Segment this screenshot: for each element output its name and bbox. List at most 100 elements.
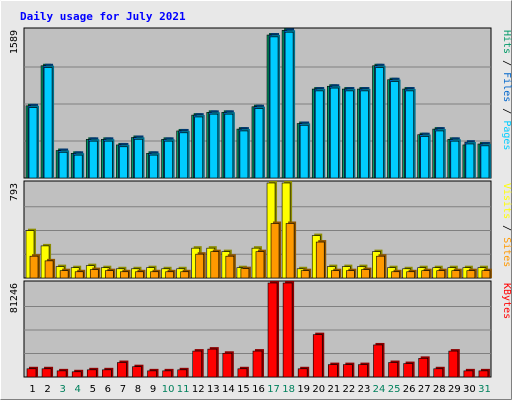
chart-panels: 1589 Hits / Files / Pages 793 Visits / Site… [9,27,512,378]
x-tick-label-day-5: 5 [90,384,96,395]
bar-sites-day-15 [240,268,250,279]
legend-visitors: Visits / Sites [501,183,512,267]
chart-title: Daily usage for July 2021 [20,10,186,23]
x-tick-label-day-1: 1 [29,384,35,395]
bar-kbytes-day-23 [358,364,368,378]
x-tick-label-day-25: 25 [388,384,401,395]
x-tick-label-day-18: 18 [282,384,295,395]
bar-kbytes-day-17 [267,282,278,378]
x-tick-label-day-24: 24 [373,384,386,395]
bar-pages-day-27 [420,136,429,179]
bar-pages-day-7 [119,146,128,179]
bar-pages-day-18 [284,31,294,179]
bar-sites-day-3 [59,270,69,279]
bar-kbytes-day-27 [418,358,428,378]
x-tick-label-day-28: 28 [433,384,446,395]
x-tick-label-day-26: 26 [403,384,416,395]
bar-sites-day-1 [29,255,39,279]
x-tick-label-day-20: 20 [312,384,325,395]
bar-pages-day-8 [134,139,143,179]
legend-item-files: Files [501,72,512,102]
bar-sites-day-20 [315,241,325,279]
x-tick-label-day-21: 21 [327,384,340,395]
legend-kbytes: KBytes [501,283,512,319]
bar-kbytes-day-31 [478,370,489,378]
x-tick-label-day-9: 9 [150,384,156,395]
bar-pages-day-19 [299,125,309,179]
x-tick-label-day-2: 2 [44,384,50,395]
bar-sites-day-7 [120,271,129,279]
legend-item-sites: Sites [501,237,512,267]
bars-kbytes [26,281,490,378]
bar-sites-day-29 [451,270,461,279]
bar-sites-day-28 [436,270,446,279]
x-tick-label-day-31: 31 [478,384,491,395]
bar-kbytes-day-6 [102,369,112,378]
bar-pages-day-28 [435,130,445,179]
bar-pages-day-16 [254,108,264,179]
x-tick-label-day-10: 10 [162,384,175,395]
bar-pages-day-17 [269,36,279,179]
bar-pages-day-3 [58,152,68,179]
x-tick-label-day-3: 3 [59,384,65,395]
bar-sites-day-14 [225,255,235,279]
legend-item-kbytes: KBytes [501,283,512,319]
bar-pages-day-30 [465,143,475,179]
x-tick-label-day-14: 14 [222,384,235,395]
panel-requests: 1589 Hits / Files / Pages [9,27,512,179]
bar-kbytes-day-13 [207,348,218,378]
bar-kbytes-day-2 [41,368,52,378]
bar-kbytes-day-15 [237,368,248,378]
legend-item-hits: Hits [501,30,512,54]
bar-kbytes-day-4 [71,371,82,378]
bar-kbytes-day-24 [373,344,383,378]
bar-kbytes-day-18 [282,282,293,378]
x-tick-label-day-6: 6 [105,384,111,395]
bars-visitors [25,181,492,279]
bar-pages-day-15 [239,130,249,179]
bar-kbytes-day-30 [463,370,474,378]
bar-kbytes-day-20 [312,334,323,378]
x-tick-label-day-8: 8 [135,384,141,395]
bar-pages-day-22 [345,90,354,179]
bar-kbytes-day-16 [252,350,263,378]
bar-pages-day-24 [375,67,384,179]
bar-sites-day-13 [210,251,220,279]
bar-pages-day-12 [194,116,204,179]
bar-sites-day-8 [135,271,144,279]
bar-pages-day-1 [28,107,38,179]
bar-kbytes-day-25 [388,362,398,378]
bar-sites-day-2 [44,260,54,279]
x-tick-label-day-16: 16 [252,384,265,395]
bar-sites-day-25 [391,271,400,279]
x-tick-label-day-13: 13 [207,384,220,395]
y-max-label-kbytes: 81246 [9,283,20,313]
y-max-label-visitors: 793 [9,183,20,201]
x-tick-label-day-15: 15 [237,384,250,395]
bar-sites-day-16 [255,251,265,279]
panel-visitors: 793 Visits / Sites [9,180,512,279]
bar-sites-day-19 [300,270,310,279]
x-tick-label-day-11: 11 [177,384,190,395]
bar-kbytes-day-22 [343,364,353,378]
legend-requests: Hits / Files / Pages [501,30,512,150]
bar-kbytes-day-7 [117,362,127,378]
bar-pages-day-4 [73,154,83,179]
x-tick-label-day-23: 23 [358,384,371,395]
legend-separator: / [501,102,512,120]
bar-pages-day-25 [390,81,399,179]
bar-kbytes-day-10 [162,370,172,378]
bar-sites-day-23 [361,269,370,279]
bar-sites-day-18 [285,223,295,279]
bar-sites-day-12 [195,253,205,279]
x-tick-label-day-19: 19 [297,384,310,395]
bar-pages-day-29 [450,140,460,179]
x-tick-label-day-7: 7 [120,384,126,395]
bar-kbytes-day-28 [433,368,444,378]
x-tick-label-day-12: 12 [192,384,205,395]
bar-sites-day-24 [376,255,385,279]
bar-pages-day-5 [88,140,98,179]
legend-separator: / [501,219,512,237]
x-tick-label-day-22: 22 [343,384,356,395]
bar-sites-day-17 [270,223,280,279]
